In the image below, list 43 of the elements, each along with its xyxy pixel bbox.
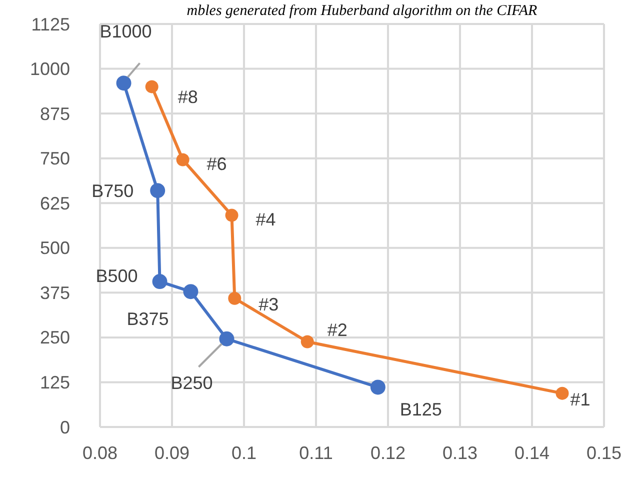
x-tick-label: 0.08 — [82, 443, 118, 463]
annotation: #1 — [570, 390, 590, 410]
y-tick-label: 500 — [40, 238, 70, 258]
point — [225, 208, 238, 222]
annotation: B250 — [170, 373, 213, 394]
annotation: #3 — [258, 294, 279, 315]
y-tick-label: 875 — [40, 104, 70, 124]
annotation: #8 — [178, 86, 198, 107]
point — [152, 274, 168, 290]
y-tick-label: 1125 — [31, 14, 70, 34]
x-tick-label: 0.11 — [299, 443, 333, 463]
annotation: B750 — [92, 180, 134, 201]
annotation: #2 — [327, 320, 348, 340]
point — [176, 153, 190, 166]
point — [145, 80, 158, 94]
point — [219, 331, 234, 346]
annotation: B1000 — [100, 21, 152, 42]
y-tick-label: 625 — [40, 193, 70, 214]
point — [228, 292, 242, 305]
y-tick-label: 1000 — [30, 59, 70, 80]
annotation: B500 — [96, 266, 138, 286]
x-tick-label: 0.15 — [586, 443, 622, 463]
annotation: B125 — [400, 400, 442, 420]
y-tick-label: 250 — [40, 328, 70, 348]
x-tick-label: 0.1 — [231, 443, 257, 463]
annotation: #4 — [256, 210, 276, 230]
x-tick-label: 0.14 — [514, 443, 550, 463]
chart-title: mbles generated from Huberband algorithm on the CIFAR — [186, 3, 538, 19]
y-tick-label: 375 — [40, 282, 70, 303]
annotation: #6 — [206, 154, 227, 174]
point — [116, 76, 132, 91]
y-tick-label: 750 — [40, 148, 70, 169]
x-tick-label: 0.12 — [370, 443, 406, 463]
x-tick-label: 0.13 — [442, 443, 478, 463]
point — [183, 284, 198, 300]
point — [150, 183, 166, 198]
x-tick-label: 0.09 — [154, 443, 190, 463]
point — [556, 386, 569, 400]
y-tick-label: 125 — [40, 372, 70, 393]
y-tick-label: 0 — [60, 417, 70, 438]
point — [300, 335, 314, 348]
point — [370, 380, 386, 395]
annotation: B375 — [126, 308, 169, 329]
